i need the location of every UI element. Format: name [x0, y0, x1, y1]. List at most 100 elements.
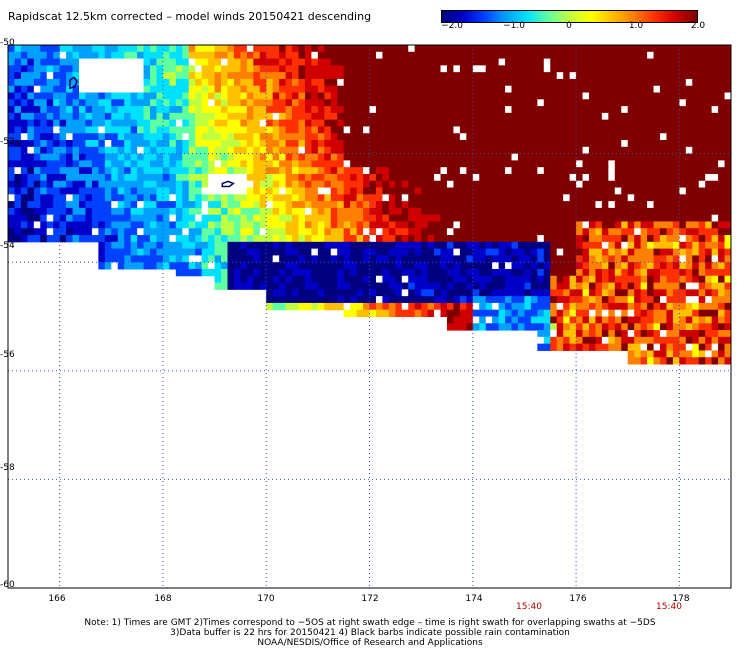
wind-cell [124, 65, 132, 73]
wind-cell [485, 296, 493, 304]
wind-cell [124, 99, 132, 107]
wind-cell [162, 160, 170, 168]
wind-cell [20, 85, 28, 94]
wind-cell [498, 309, 506, 317]
wind-cell [195, 207, 203, 216]
wind-cell [414, 160, 422, 168]
wind-cell [156, 85, 164, 94]
wind-cell [279, 51, 287, 60]
wind-cell [304, 180, 312, 189]
page-title: Rapidscat 12.5km corrected – model winds… [8, 10, 372, 23]
wind-cell [8, 180, 15, 189]
wind-cell [505, 99, 513, 107]
wind-cell [479, 282, 487, 290]
wind-cell [117, 112, 125, 121]
wind-cell [350, 153, 358, 161]
wind-cell [156, 194, 164, 202]
wind-cell [259, 146, 267, 155]
wind-cell [162, 51, 170, 60]
wind-cell [143, 173, 151, 182]
wind-cell [46, 65, 54, 73]
wind-cell [324, 180, 332, 189]
wind-cell [601, 241, 609, 250]
wind-cell [479, 241, 487, 250]
wind-cell [292, 255, 299, 263]
wind-cell [388, 214, 396, 222]
wind-cell [614, 228, 622, 236]
wind-cell [705, 302, 713, 311]
wind-cell [46, 201, 54, 209]
wind-cell [111, 146, 119, 155]
wind-cell [414, 194, 422, 202]
wind-cell [279, 241, 287, 250]
wind-cell [162, 78, 170, 87]
wind-cell [137, 180, 145, 189]
wind-cell [169, 99, 177, 107]
wind-cell [324, 167, 332, 175]
wind-cell [711, 357, 719, 365]
lat-label: -50 [0, 38, 15, 48]
wind-cell [550, 78, 558, 87]
wind-cell [279, 72, 287, 80]
wind-cell [369, 72, 377, 80]
wind-cell [111, 92, 119, 100]
wind-cell [634, 282, 642, 290]
wind-cell [466, 112, 474, 121]
wind-cell [679, 357, 687, 365]
wind-cell [608, 275, 616, 284]
wind-cell [401, 214, 409, 222]
wind-cell [175, 126, 183, 134]
wind-cell [408, 289, 416, 297]
wind-cell [169, 235, 177, 243]
wind-cell [98, 255, 106, 263]
wind-cell [563, 92, 571, 100]
wind-cell [169, 214, 177, 222]
wind-cell [162, 106, 170, 114]
wind-cell [259, 173, 267, 182]
wind-cell [298, 214, 306, 222]
wind-cell [414, 275, 422, 284]
wind-cell [498, 302, 506, 311]
wind-cell [240, 173, 248, 182]
wind-cell [595, 72, 603, 80]
wind-cell [601, 262, 609, 270]
wind-cell [285, 153, 293, 161]
wind-cell [253, 235, 261, 243]
wind-cell [85, 228, 93, 236]
wind-cell [330, 207, 338, 216]
wind-cell [111, 235, 119, 243]
color-scale-tick: 0 [566, 21, 572, 31]
wind-cell [446, 126, 454, 134]
wind-cell [543, 51, 551, 60]
wind-cell [608, 248, 616, 256]
wind-cell [530, 268, 538, 277]
wind-cell [337, 65, 345, 73]
wind-cell [382, 112, 390, 121]
wind-cell [647, 241, 655, 250]
wind-cell [233, 282, 241, 290]
wind-cell [569, 309, 577, 317]
wind-cell [292, 268, 299, 277]
wind-cell [446, 72, 454, 80]
wind-cell [317, 241, 325, 250]
wind-cell [718, 262, 726, 270]
wind-cell [569, 336, 577, 345]
wind-cell [505, 275, 513, 284]
wind-cell [666, 78, 674, 87]
wind-cell [311, 248, 319, 256]
wind-cell [724, 112, 732, 121]
wind-cell [143, 187, 151, 195]
wind-cell [363, 207, 370, 216]
wind-cell [279, 173, 287, 182]
wind-cell [705, 65, 713, 73]
wind-cell [608, 133, 616, 141]
wind-cell [317, 160, 325, 168]
wind-cell [556, 133, 564, 141]
wind-cell [459, 51, 467, 60]
wind-cell [330, 140, 338, 148]
wind-cell [137, 255, 145, 263]
wind-cell [685, 72, 693, 80]
wind-cell [162, 214, 170, 222]
wind-cell [91, 207, 99, 216]
wind-cell [724, 106, 732, 114]
